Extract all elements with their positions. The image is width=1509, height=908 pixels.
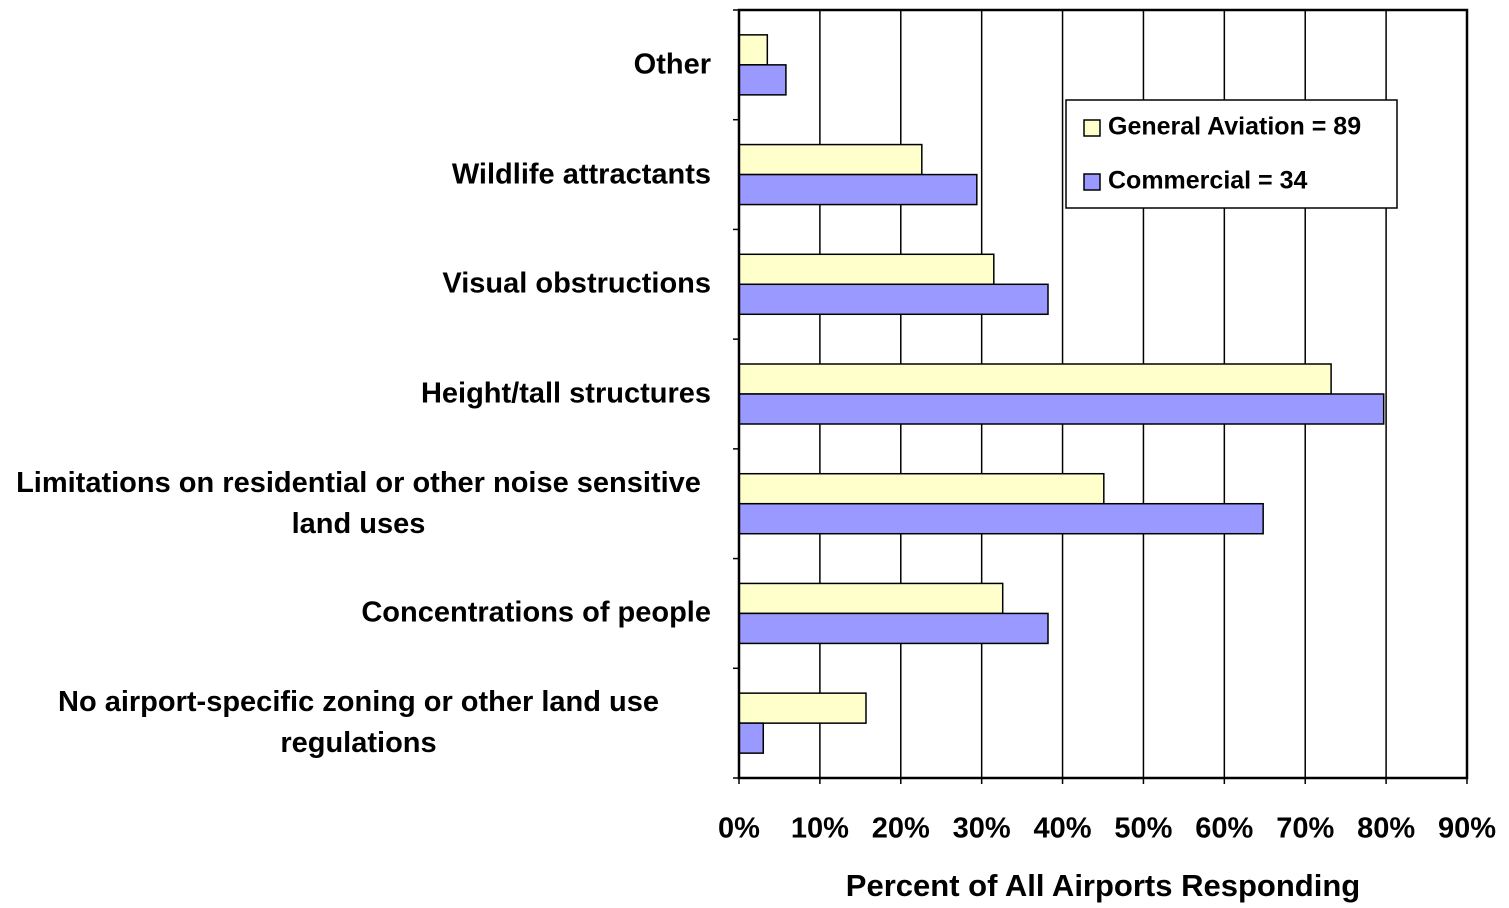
legend-label: General Aviation = 89 bbox=[1108, 113, 1361, 141]
x-tick-label: 40% bbox=[1034, 813, 1092, 845]
x-tick-label: 10% bbox=[791, 813, 849, 845]
category-label: Limitations on residential or other nois… bbox=[16, 466, 701, 540]
bar bbox=[738, 393, 1385, 425]
bar bbox=[738, 472, 1105, 505]
x-tick-label: 30% bbox=[953, 813, 1011, 845]
bar bbox=[738, 722, 765, 754]
x-axis-title: Percent of All Airports Responding bbox=[846, 868, 1360, 903]
category-label: No airport-specific zoning or other land… bbox=[58, 686, 659, 760]
bar bbox=[738, 173, 978, 206]
bar bbox=[738, 34, 769, 66]
legend: General Aviation = 89 Commercial = 34 bbox=[1065, 99, 1398, 209]
bar bbox=[738, 612, 1049, 645]
bar bbox=[738, 64, 787, 96]
category-label: Wildlife attractants bbox=[451, 158, 711, 191]
bar bbox=[738, 283, 1049, 316]
legend-label: Commercial = 34 bbox=[1108, 167, 1308, 195]
category-label: Visual obstructions bbox=[442, 267, 711, 300]
bar bbox=[738, 253, 995, 286]
bar bbox=[738, 692, 867, 724]
bar bbox=[738, 502, 1264, 535]
legend-swatch bbox=[1083, 119, 1101, 137]
bar bbox=[738, 143, 923, 176]
category-label: Other bbox=[633, 48, 711, 81]
x-tick-label: 20% bbox=[872, 813, 930, 845]
category-label: Concentrations of people bbox=[361, 596, 711, 629]
x-tick-label: 80% bbox=[1357, 813, 1415, 845]
bar bbox=[738, 363, 1332, 395]
category-label: Height/tall structures bbox=[420, 377, 711, 410]
x-tick-label: 50% bbox=[1114, 813, 1172, 845]
x-tick-label: 0% bbox=[718, 813, 760, 845]
x-tick-label: 70% bbox=[1276, 813, 1334, 845]
bar bbox=[738, 582, 1004, 615]
legend-swatch bbox=[1083, 173, 1101, 191]
legend-box bbox=[1065, 99, 1398, 209]
plot-frame bbox=[737, 8, 1469, 780]
x-tick-label: 90% bbox=[1438, 813, 1496, 845]
x-tick-label: 60% bbox=[1195, 813, 1253, 845]
